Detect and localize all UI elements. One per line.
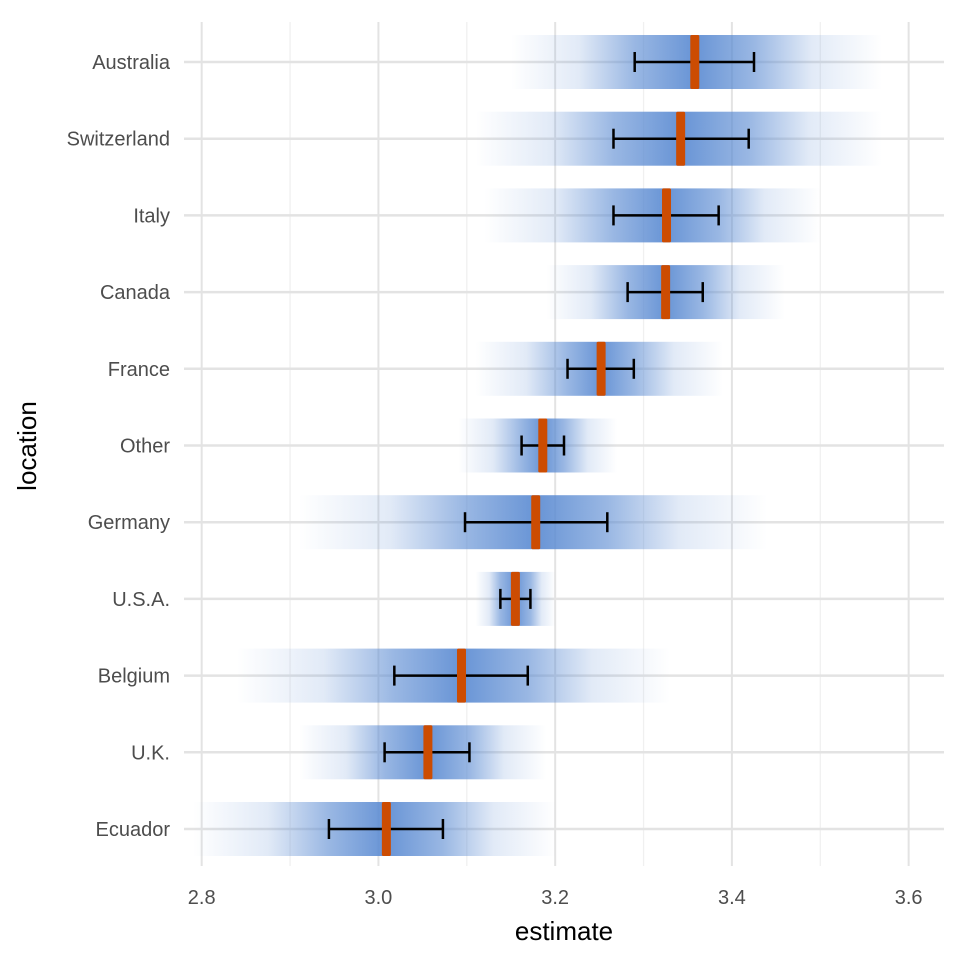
estimate-mark: [538, 418, 548, 473]
y-tick-label: U.S.A.: [112, 589, 170, 611]
x-tick-label: 3.2: [541, 887, 569, 909]
y-tick-label: Ecuador: [96, 819, 171, 841]
y-tick-labels: Australia Switzerland Italy Canada France Oth…: [67, 52, 171, 841]
estimate-mark: [510, 571, 520, 626]
estimate-mark: [690, 35, 700, 89]
x-tick-label: 3.6: [895, 887, 923, 909]
estimate-mark: [676, 111, 686, 166]
y-tick-label: Other: [120, 436, 170, 458]
estimate-mark: [381, 802, 391, 856]
x-tick-labels: 2.8 3.0 3.2 3.4 3.6: [188, 887, 923, 909]
estimate-mark: [661, 265, 671, 320]
estimate-mark: [531, 495, 541, 550]
estimate-mark: [662, 188, 672, 243]
y-tick-label: Germany: [88, 512, 170, 534]
y-tick-label: France: [108, 359, 170, 381]
y-tick-label: Belgium: [98, 666, 170, 688]
y-tick-label: Switzerland: [67, 129, 170, 151]
estimate-mark: [596, 341, 606, 396]
y-tick-label: U.K.: [131, 742, 170, 764]
x-axis-title: estimate: [515, 916, 613, 946]
x-tick-label: 3.0: [365, 887, 393, 909]
y-axis-title: location: [12, 401, 42, 491]
y-tick-label: Australia: [92, 52, 171, 74]
y-tick-label: Canada: [100, 282, 171, 304]
x-tick-label: 3.4: [718, 887, 746, 909]
x-tick-label: 2.8: [188, 887, 216, 909]
y-tick-label: Italy: [133, 205, 170, 227]
estimate-marks: [381, 35, 700, 856]
estimate-mark: [456, 648, 466, 703]
estimate-mark: [423, 725, 433, 780]
